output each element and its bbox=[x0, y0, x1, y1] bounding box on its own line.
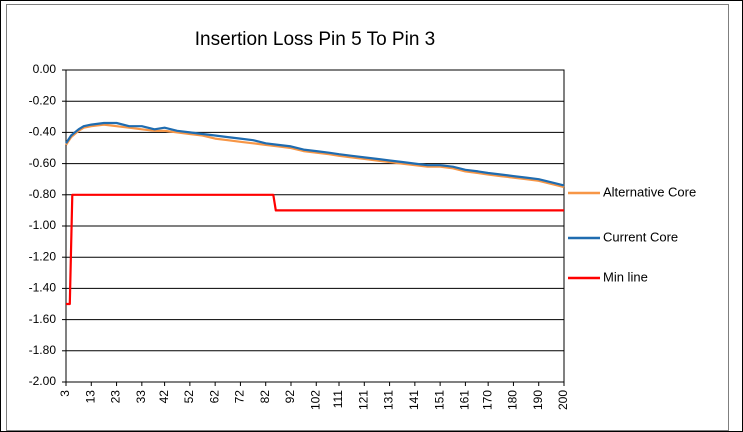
chart-frame bbox=[6, 4, 729, 431]
x-tick-label: 200 bbox=[556, 390, 570, 410]
x-tick-label: 170 bbox=[480, 390, 494, 410]
x-tick-label: 131 bbox=[382, 390, 396, 410]
y-tick-label: 0.00 bbox=[33, 62, 57, 76]
x-tick-label: 42 bbox=[157, 390, 171, 404]
x-tick-label: 121 bbox=[356, 390, 370, 410]
y-tick-label: -0.20 bbox=[29, 93, 57, 107]
y-tick-label: -2.00 bbox=[29, 374, 57, 388]
x-tick-label: 3 bbox=[58, 390, 72, 397]
chart-title: Insertion Loss Pin 5 To Pin 3 bbox=[195, 29, 435, 50]
x-tick-label: 33 bbox=[134, 390, 148, 404]
y-tick-label: -0.60 bbox=[29, 156, 57, 170]
x-tick-label: 151 bbox=[432, 390, 446, 410]
x-tick-label: 52 bbox=[182, 390, 196, 404]
x-tick-label: 23 bbox=[109, 390, 123, 404]
x-tick-label: 180 bbox=[506, 390, 520, 410]
y-tick-label: -0.40 bbox=[29, 125, 57, 139]
y-tick-label: -0.80 bbox=[29, 187, 57, 201]
series-line bbox=[65, 121, 565, 187]
y-tick-label: -1.40 bbox=[29, 281, 57, 295]
x-tick-label: 161 bbox=[458, 390, 472, 410]
legend-label: Min line bbox=[603, 269, 648, 284]
x-tick-label: 102 bbox=[308, 390, 322, 410]
legend-label: Current Core bbox=[603, 229, 678, 244]
x-tick-label: 111 bbox=[331, 390, 345, 409]
y-tick-label: -1.20 bbox=[29, 249, 57, 263]
x-tick-label: 72 bbox=[233, 390, 247, 404]
series-line bbox=[65, 123, 565, 189]
x-tick-label: 92 bbox=[283, 390, 297, 404]
x-tick-label: 13 bbox=[83, 390, 97, 404]
series-line bbox=[66, 193, 564, 306]
x-tick-label: 62 bbox=[207, 390, 221, 404]
x-tick-label: 141 bbox=[407, 390, 421, 410]
x-tick-label: 190 bbox=[531, 390, 545, 410]
legend-label: Alternative Core bbox=[603, 184, 696, 199]
y-tick-label: -1.80 bbox=[29, 343, 57, 357]
y-tick-label: -1.00 bbox=[29, 218, 57, 232]
x-tick-label: 82 bbox=[258, 390, 272, 404]
y-tick-label: -1.60 bbox=[29, 312, 57, 326]
